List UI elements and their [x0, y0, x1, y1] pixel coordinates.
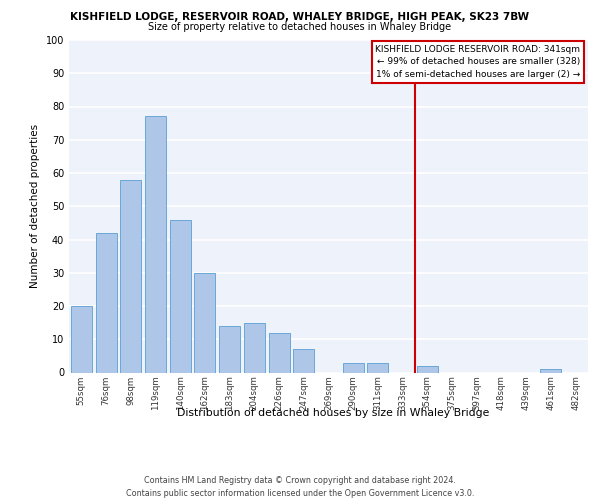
Bar: [244, 322, 265, 372]
Y-axis label: Number of detached properties: Number of detached properties: [30, 124, 40, 288]
Bar: [219, 326, 240, 372]
Bar: [194, 273, 215, 372]
Bar: [269, 332, 290, 372]
Bar: [343, 362, 364, 372]
Bar: [145, 116, 166, 372]
Bar: [367, 362, 388, 372]
Bar: [541, 369, 562, 372]
Text: Contains HM Land Registry data © Crown copyright and database right 2024.
Contai: Contains HM Land Registry data © Crown c…: [126, 476, 474, 498]
Text: KISHFIELD LODGE, RESERVOIR ROAD, WHALEY BRIDGE, HIGH PEAK, SK23 7BW: KISHFIELD LODGE, RESERVOIR ROAD, WHALEY …: [70, 12, 530, 22]
Text: KISHFIELD LODGE RESERVOIR ROAD: 341sqm
← 99% of detached houses are smaller (328: KISHFIELD LODGE RESERVOIR ROAD: 341sqm ←…: [375, 45, 580, 79]
Bar: [71, 306, 92, 372]
Bar: [293, 349, 314, 372]
Text: Size of property relative to detached houses in Whaley Bridge: Size of property relative to detached ho…: [148, 22, 452, 32]
Text: Distribution of detached houses by size in Whaley Bridge: Distribution of detached houses by size …: [177, 408, 489, 418]
Bar: [170, 220, 191, 372]
Bar: [417, 366, 438, 372]
Bar: [95, 233, 116, 372]
Bar: [120, 180, 141, 372]
